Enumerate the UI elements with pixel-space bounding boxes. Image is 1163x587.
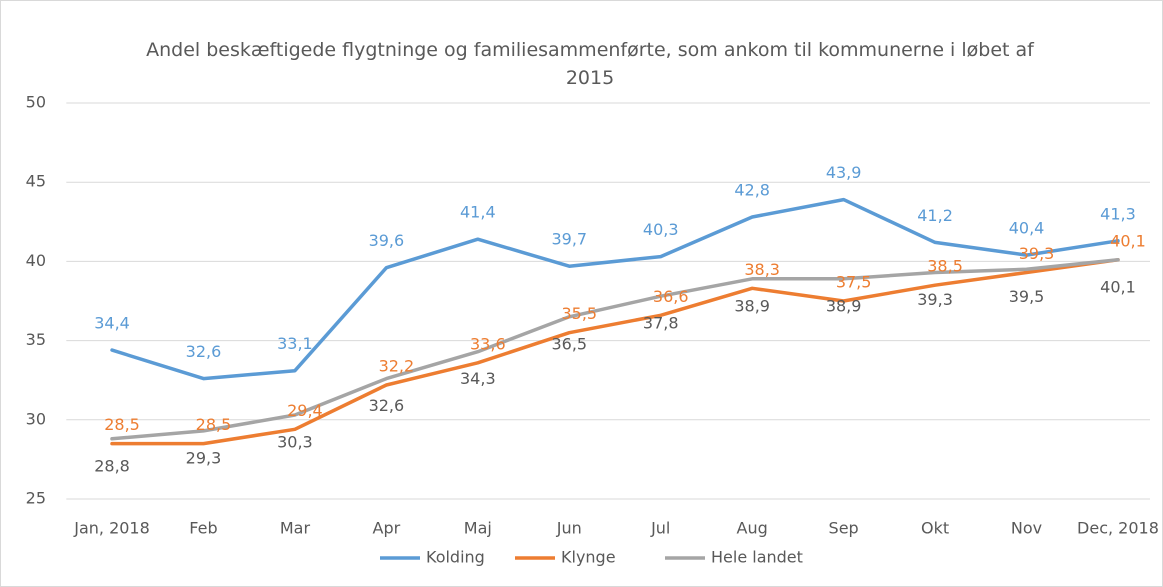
y-tick-label: 30 (26, 409, 46, 428)
y-tick-label: 40 (26, 251, 46, 270)
legend-label: Kolding (426, 548, 485, 567)
data-label: 32,2 (379, 356, 415, 375)
data-label: 38,5 (927, 257, 963, 276)
x-tick-label: Jun (556, 519, 582, 538)
data-label: 36,5 (551, 334, 587, 353)
x-tick-label: Jan, 2018 (73, 519, 150, 538)
data-label: 35,5 (561, 304, 597, 323)
x-tick-label: Okt (921, 519, 949, 538)
y-tick-label: 45 (26, 172, 46, 191)
data-label: 29,3 (186, 448, 222, 467)
x-tick-label: Aug (737, 519, 768, 538)
data-label: 39,5 (1009, 287, 1045, 306)
series-line (110, 197, 1120, 381)
data-label: 39,6 (369, 231, 405, 250)
data-label: 33,1 (277, 334, 313, 353)
data-label: 42,8 (734, 181, 770, 200)
data-label: 38,9 (734, 296, 770, 315)
data-label: 34,3 (460, 369, 496, 388)
y-tick-label: 50 (26, 93, 46, 112)
data-label: 41,2 (917, 206, 953, 225)
data-label: 32,6 (369, 396, 405, 415)
x-tick-label: Maj (464, 519, 492, 538)
data-label: 40,4 (1009, 219, 1045, 238)
data-label: 37,5 (836, 273, 872, 292)
data-label: 30,3 (277, 433, 313, 452)
data-label: 32,6 (186, 342, 222, 361)
legend-label: Hele landet (711, 548, 803, 567)
data-label: 41,3 (1100, 204, 1136, 223)
data-label: 28,8 (94, 456, 130, 475)
y-tick-label: 25 (26, 489, 46, 508)
data-label: 39,7 (551, 230, 587, 249)
data-label: 40,3 (643, 220, 679, 239)
data-label: 38,3 (744, 260, 780, 279)
data-label: 43,9 (826, 163, 862, 182)
data-label: 39,3 (917, 290, 953, 309)
data-label: 37,8 (643, 314, 679, 333)
series-line (110, 258, 1120, 446)
data-label: 38,9 (826, 296, 862, 315)
data-label: 34,4 (94, 314, 130, 333)
x-tick-label: Mar (280, 519, 311, 538)
x-tick-label: Jul (650, 519, 670, 538)
data-label: 36,6 (653, 287, 689, 306)
data-label: 40,1 (1110, 231, 1146, 250)
x-tick-label: Sep (829, 519, 859, 538)
series-line (110, 258, 1120, 441)
data-label: 40,1 (1100, 277, 1136, 296)
data-label: 29,4 (287, 401, 323, 420)
data-label: 28,5 (196, 415, 232, 434)
x-tick-label: Feb (189, 519, 217, 538)
data-label: 39,3 (1019, 244, 1055, 263)
legend-label: Klynge (561, 548, 616, 567)
x-tick-label: Dec, 2018 (1077, 519, 1159, 538)
data-label: 28,5 (104, 415, 140, 434)
data-label: 33,6 (470, 334, 506, 353)
y-tick-label: 35 (26, 330, 46, 349)
x-tick-label: Nov (1011, 519, 1042, 538)
x-tick-label: Apr (373, 519, 401, 538)
data-label: 41,4 (460, 203, 496, 222)
chart-title: Andel beskæftigede flygtninge og familie… (146, 39, 1034, 89)
